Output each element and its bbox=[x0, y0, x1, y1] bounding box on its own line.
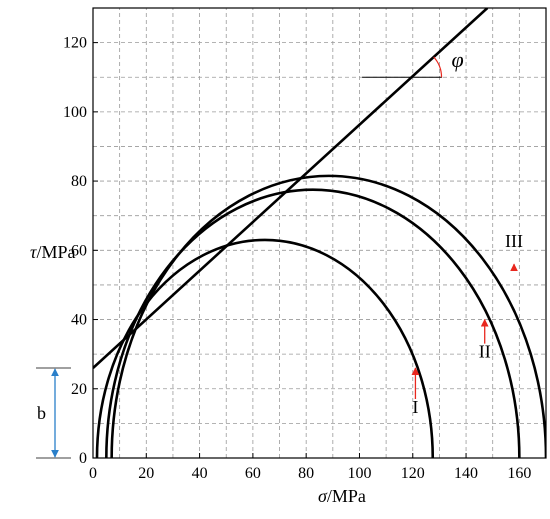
x-tick-label: 80 bbox=[298, 465, 314, 482]
x-axis-label: σ/MPa bbox=[318, 486, 366, 506]
angle-arc bbox=[433, 56, 443, 78]
y-axis-symbol: τ bbox=[30, 242, 37, 262]
plot-frame bbox=[92, 7, 547, 459]
y-tick-label: 20 bbox=[71, 381, 87, 398]
x-tick-label: 0 bbox=[89, 465, 97, 482]
series-layer bbox=[93, 8, 546, 458]
x-tick-label: 140 bbox=[454, 465, 478, 482]
mohr-circle-III bbox=[110, 175, 546, 458]
y-tick-label: 60 bbox=[71, 242, 87, 259]
y-tick-label: 40 bbox=[71, 312, 87, 329]
x-axis-symbol: σ bbox=[318, 486, 328, 506]
y-tick-label: 0 bbox=[79, 450, 87, 467]
axes: 020406080100120140160020406010012014080 bbox=[63, 7, 547, 482]
circle-label-III: III bbox=[505, 231, 523, 251]
x-axis-unit: /MPa bbox=[327, 486, 366, 506]
mohr-circle-I bbox=[95, 238, 435, 458]
x-tick-label: 120 bbox=[401, 465, 425, 482]
y-tick-label: 100 bbox=[63, 104, 87, 121]
x-tick-label: 160 bbox=[507, 465, 531, 482]
y-tick-label: 80 bbox=[71, 173, 87, 190]
x-tick-label: 60 bbox=[245, 465, 261, 482]
grid bbox=[93, 8, 546, 458]
angle-label-phi: φ bbox=[452, 47, 464, 72]
x-tick-label: 40 bbox=[192, 465, 208, 482]
x-tick-label: 20 bbox=[138, 465, 154, 482]
failure-envelope-line bbox=[93, 8, 489, 369]
y-tick-label: 120 bbox=[63, 35, 87, 52]
x-tick-label: 100 bbox=[347, 465, 371, 482]
intercept-label-b: b bbox=[37, 403, 46, 423]
y-axis-unit: /MPa bbox=[36, 242, 75, 262]
circle-label-I: I bbox=[412, 397, 418, 417]
circle-label-II: II bbox=[479, 342, 491, 362]
y-axis-label: τ/MPa bbox=[30, 242, 75, 262]
